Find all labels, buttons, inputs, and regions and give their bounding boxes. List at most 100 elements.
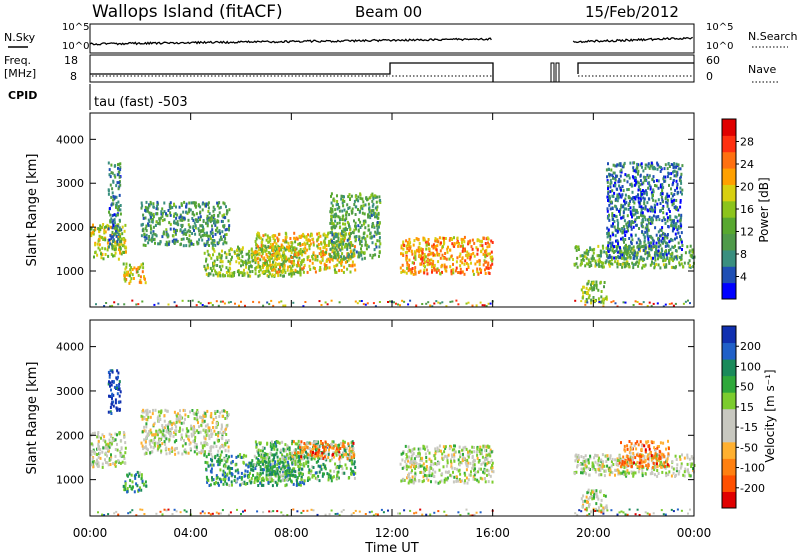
velocity-cell [225,439,228,443]
power-cell [266,262,269,266]
velocity-cell [261,471,264,475]
power-cell [676,182,679,186]
velocity-cell [141,410,144,414]
velocity-cell [227,445,230,449]
freq-tick-high: 18 [64,54,78,67]
power-cell [663,179,666,183]
power-cell [484,254,487,257]
power-cell [673,162,676,166]
velocity-cell [206,409,209,413]
power-cell [588,260,591,264]
velocity-cell [298,473,301,477]
power-cell [339,243,342,246]
power-cell [287,265,290,269]
power-cell [623,199,626,203]
power-cell [255,265,258,269]
power-cell [107,161,110,165]
power-cell [318,300,321,303]
power-cell [330,226,333,230]
power-cell [469,257,472,261]
velocity-cell [317,474,320,478]
power-cell [359,196,362,200]
power-cell [332,237,335,240]
velocity-cell [205,433,208,437]
velocity-cell [113,385,116,389]
power-cell [634,212,637,216]
power-cell [672,265,675,269]
power-cell [662,263,665,267]
power-cell [113,301,116,304]
power-cell [659,252,662,256]
velocity-cell [214,412,217,416]
power-cell [372,195,375,199]
velocity-cell [219,459,222,462]
velocity-cell [240,456,243,459]
velocity-cell [303,464,306,468]
power-cell [353,253,356,257]
power-cell [672,221,675,225]
power-cell [236,256,239,260]
power-cell [111,191,114,195]
power-cell [301,253,304,257]
power-cell [640,194,642,198]
power-cell [676,219,679,223]
velocity-cell [203,441,206,445]
power-cell [643,258,646,262]
velocity-cell [340,465,343,468]
power-cell [345,213,348,217]
velocity-cell [149,451,152,455]
power-cell [110,233,113,237]
power-cell [362,235,365,239]
velocity-cell [226,440,229,444]
power-cell [222,242,225,246]
velocity-cell [327,476,330,480]
power-cell [179,228,182,232]
velocity-cell [199,415,201,419]
velocity-cell [241,481,244,485]
power-cell [612,222,614,226]
power-cell [367,202,370,206]
power-cell [631,215,633,219]
velocity-cell [96,453,98,456]
velocity-cell [158,443,161,447]
velocity-cell [158,437,161,441]
power-cell [208,212,211,216]
power-cell [423,257,426,261]
power-cell [476,252,479,256]
power-cell [640,255,643,259]
velocity-cell [170,431,173,435]
power-cell [111,220,114,224]
power-cell [102,238,105,241]
power-cell [644,176,647,179]
power-cell [144,227,147,231]
power-cell [246,261,249,265]
power-cell [613,256,616,260]
power-cell [181,223,184,227]
power-cell [212,209,215,213]
power-cell [441,301,444,304]
velocity-cell [147,434,149,438]
velocity-cell [222,477,225,481]
velocity-cell [215,481,217,485]
power-cell [576,265,579,269]
power-cell [660,247,663,251]
power-cell [675,255,677,259]
power-cell [277,274,280,278]
power-cell [611,189,614,193]
power-cell [660,233,663,237]
power-cell [180,237,183,241]
power-cell [343,195,345,199]
power-cell [437,301,440,304]
power-cell [679,218,682,222]
power-cell [619,179,622,183]
power-cell [663,238,666,242]
power-cell [275,255,278,259]
power-cell [638,258,641,262]
power-cell [652,302,655,305]
velocity-cell [250,468,253,472]
power-cell [607,187,609,191]
velocity-cell [135,473,138,477]
power-cell [211,234,214,238]
power-cell [638,239,641,243]
velocity-cell [167,425,169,429]
